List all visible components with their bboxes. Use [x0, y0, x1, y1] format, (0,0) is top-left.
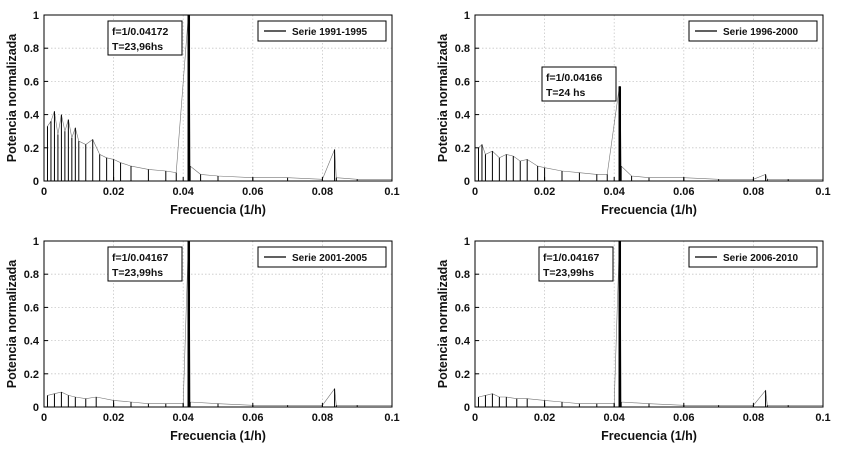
x-tick-label: 0.04 — [603, 412, 625, 424]
x-tick-label: 0.06 — [242, 186, 263, 198]
legend-entry: Serie 2006-2010 — [723, 253, 799, 264]
plot-area — [475, 15, 823, 181]
legend-box — [257, 246, 387, 268]
x-tick-label: 0.08 — [743, 412, 764, 424]
x-tick-label: 0.04 — [172, 186, 194, 198]
legend-box — [688, 20, 818, 42]
y-tick-label: 1 — [33, 236, 39, 248]
y-tick-label: 0.2 — [24, 143, 39, 155]
x-tick-label: 0.06 — [242, 412, 263, 424]
x-tick-label: 0 — [472, 412, 478, 424]
y-tick-label: 0.4 — [455, 110, 471, 122]
series-line — [47, 240, 392, 406]
series-0 — [46, 14, 393, 181]
y-tick-label: 0.8 — [24, 269, 39, 281]
axes-frame — [474, 14, 824, 182]
annotation-text: T=23,99hs — [543, 267, 594, 279]
x-tick-label: 0 — [472, 186, 478, 198]
y-tick-label: 0.4 — [455, 336, 471, 348]
x-tick-label: 0.1 — [815, 186, 830, 198]
annotation-box — [541, 66, 617, 102]
y-tick-label: 0.4 — [24, 336, 40, 348]
x-axis-label: Frecuencia (1/h) — [601, 203, 697, 217]
x-tick-label: 0.06 — [673, 186, 694, 198]
plot-area — [44, 241, 392, 407]
x-tick-label: 0.04 — [603, 186, 625, 198]
x-tick-label: 0.02 — [534, 412, 555, 424]
legend-entry: Serie 1996-2000 — [723, 27, 799, 38]
x-tick-label: 0.08 — [312, 412, 333, 424]
annotation-text: T=24 hs — [546, 87, 586, 99]
annotation-text: T=23,99hs — [112, 267, 163, 279]
chart-panel-2001-2005: 0 0.02 0.04 0.06 0.08 0.1 0 0.2 0.4 0.6 0.8 1 Serie … — [5, 236, 400, 443]
series-0 — [477, 86, 824, 181]
chart-panel-1991-1995: 0 0.02 0.04 0.06 0.08 0.1 0 0.2 0.4 0.6 0.8 1 Serie … — [5, 10, 400, 217]
annotation-box — [107, 246, 183, 282]
y-tick-label: 0.6 — [455, 76, 470, 88]
annotation-text: f=1/0.04166 — [546, 72, 603, 84]
legend-entry: Serie 1991-1995 — [292, 27, 368, 38]
x-tick-label: 0.1 — [815, 412, 830, 424]
y-tick-label: 0 — [464, 176, 470, 188]
axes-frame — [43, 14, 393, 182]
plot-area — [475, 241, 823, 407]
plot-area — [44, 15, 392, 181]
y-tick-label: 1 — [33, 10, 39, 22]
y-tick-label: 0 — [33, 176, 39, 188]
y-axis-label: Potencia normalizada — [5, 259, 19, 389]
annotation-text: T=23,96hs — [112, 41, 163, 53]
annotation-box — [538, 246, 614, 282]
legend-entry: Serie 2001-2005 — [292, 253, 368, 264]
x-tick-label: 0.08 — [743, 186, 764, 198]
y-tick-label: 0.2 — [455, 143, 470, 155]
y-tick-label: 0.6 — [24, 302, 39, 314]
annotation-box — [107, 20, 183, 56]
legend-box — [257, 20, 387, 42]
y-axis-label: Potencia normalizada — [5, 33, 19, 163]
legend-box — [688, 246, 818, 268]
x-tick-label: 0.1 — [384, 412, 399, 424]
series-line — [478, 240, 823, 406]
series-line — [47, 14, 392, 180]
series-0 — [46, 240, 393, 407]
y-tick-label: 0 — [33, 402, 39, 414]
y-tick-label: 0.2 — [24, 369, 39, 381]
axes-frame — [43, 240, 393, 408]
x-axis-label: Frecuencia (1/h) — [170, 429, 266, 443]
y-tick-label: 0.8 — [24, 43, 39, 55]
y-tick-label: 1 — [464, 10, 470, 22]
y-axis-label: Potencia normalizada — [436, 33, 450, 163]
x-axis-label: Frecuencia (1/h) — [601, 429, 697, 443]
x-tick-label: 0.08 — [312, 186, 333, 198]
y-tick-label: 0.8 — [455, 269, 470, 281]
axes-frame — [474, 240, 824, 408]
x-axis-label: Frecuencia (1/h) — [170, 203, 266, 217]
x-tick-label: 0.06 — [673, 412, 694, 424]
x-tick-label: 0 — [41, 412, 47, 424]
y-tick-label: 1 — [464, 236, 470, 248]
y-tick-label: 0 — [464, 402, 470, 414]
annotation-text: f=1/0.04167 — [543, 252, 600, 264]
x-tick-label: 0.02 — [534, 186, 555, 198]
y-tick-label: 0.6 — [24, 76, 39, 88]
y-tick-label: 0.4 — [24, 110, 40, 122]
series-0 — [477, 240, 824, 407]
y-tick-label: 0.6 — [455, 302, 470, 314]
x-tick-label: 0.02 — [103, 186, 124, 198]
y-axis-label: Potencia normalizada — [436, 259, 450, 389]
x-tick-label: 0 — [41, 186, 47, 198]
chart-panel-2006-2010: 0 0.02 0.04 0.06 0.08 0.1 0 0.2 0.4 0.6 0.8 1 Serie … — [436, 236, 831, 443]
x-tick-label: 0.1 — [384, 186, 399, 198]
x-tick-label: 0.04 — [172, 412, 194, 424]
y-tick-label: 0.8 — [455, 43, 470, 55]
chart-panel-1996-2000: 0 0.02 0.04 0.06 0.08 0.1 0 0.2 0.4 0.6 0.8 1 Serie … — [436, 10, 831, 217]
x-tick-label: 0.02 — [103, 412, 124, 424]
annotation-text: f=1/0.04172 — [112, 26, 169, 38]
y-tick-label: 0.2 — [455, 369, 470, 381]
annotation-text: f=1/0.04167 — [112, 252, 169, 264]
series-line — [478, 86, 823, 180]
